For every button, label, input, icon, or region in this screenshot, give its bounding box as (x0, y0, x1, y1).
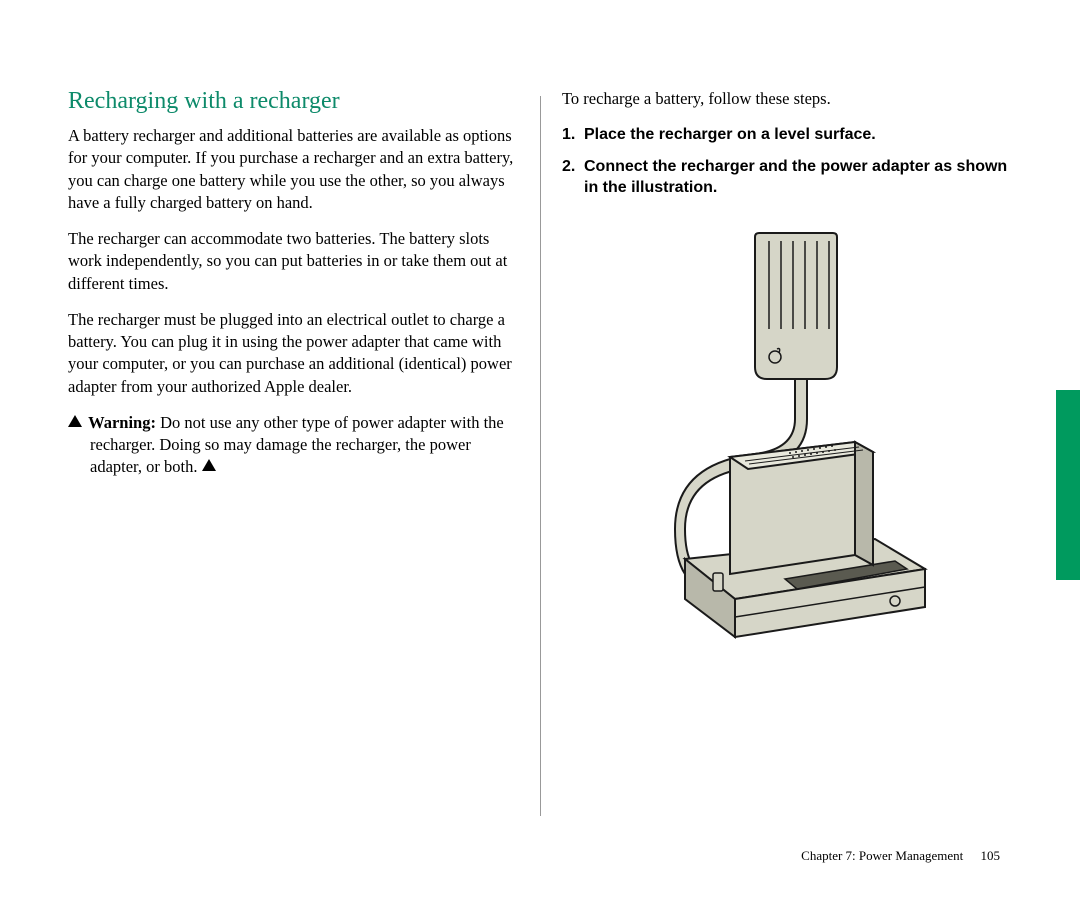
section-tab (1056, 390, 1080, 580)
warning-triangle-icon (202, 459, 216, 471)
recharger-illustration (635, 229, 935, 649)
column-divider (540, 96, 541, 816)
right-column: To recharge a battery, follow these step… (538, 88, 1008, 820)
body-paragraph: A battery recharger and additional batte… (68, 125, 514, 214)
page-number: 105 (981, 848, 1001, 863)
intro-text: To recharge a battery, follow these step… (562, 88, 1008, 110)
page-footer: Chapter 7: Power Management 105 (801, 848, 1000, 864)
page: Recharging with a recharger A battery re… (0, 0, 1080, 860)
chapter-label: Chapter 7: Power Management (801, 848, 963, 863)
warning-block: Warning: Do not use any other type of po… (68, 412, 514, 479)
step-item: Place the recharger on a level surface. (562, 124, 1008, 146)
step-list: Place the recharger on a level surface. … (562, 124, 1008, 199)
step-item: Connect the recharger and the power adap… (562, 156, 1008, 199)
warning-label: Warning: (88, 413, 156, 432)
body-paragraph: The recharger must be plugged into an el… (68, 309, 514, 398)
recharger-svg (635, 229, 935, 649)
body-paragraph: The recharger can accommodate two batter… (68, 228, 514, 295)
warning-triangle-icon (68, 415, 82, 427)
left-column: Recharging with a recharger A battery re… (68, 88, 538, 820)
section-heading: Recharging with a recharger (68, 88, 514, 115)
